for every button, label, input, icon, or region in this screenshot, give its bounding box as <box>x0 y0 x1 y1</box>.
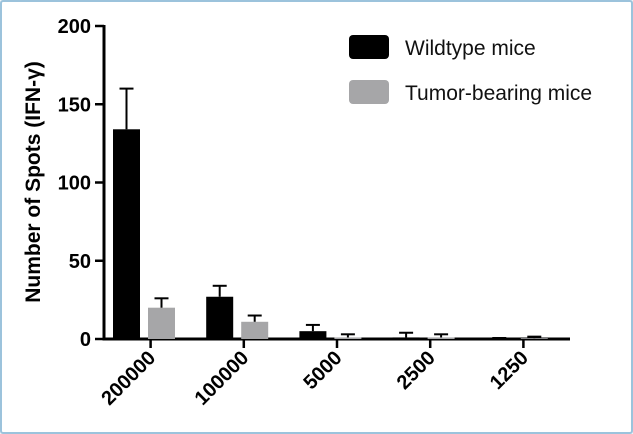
x-tick-label-2500: 2500 <box>393 347 440 394</box>
y-tick-label: 100 <box>58 173 91 195</box>
y-axis-ticks: 0 50 100 150 200 <box>58 16 104 351</box>
x-tick-label-5000: 5000 <box>300 347 347 394</box>
bar-tumor-bearing-2500 <box>427 337 455 339</box>
x-tick-label-200000: 200000 <box>97 347 160 410</box>
bar-tumor-bearing-200000 <box>148 307 175 339</box>
y-tick-label: 50 <box>69 251 91 273</box>
legend-swatch-wildtype <box>349 35 389 59</box>
legend-label-tumor-bearing: Tumor-bearing mice <box>405 82 592 105</box>
bar-wildtype-5000 <box>299 331 327 339</box>
y-tick-label: 200 <box>58 16 91 38</box>
y-tick-label: 150 <box>58 94 91 116</box>
bars <box>113 129 548 339</box>
bar-wildtype-100000 <box>206 296 234 339</box>
bar-wildtype-200000 <box>113 129 140 339</box>
bar-tumor-bearing-1250 <box>520 338 548 339</box>
bar-tumor-bearing-5000 <box>334 337 362 339</box>
y-tick-label: 0 <box>80 329 91 351</box>
y-axis-label: Number of Spots (IFN-γ) <box>22 61 45 303</box>
legend-swatch-tumor-bearing <box>349 80 389 104</box>
x-tick-label-100000: 100000 <box>191 347 254 410</box>
x-axis-ticks: 200000 100000 5000 2500 1250 <box>97 339 533 410</box>
error-bars <box>119 87 542 339</box>
legend: Wildtype mice Tumor-bearing mice <box>349 35 592 105</box>
bar-wildtype-2500 <box>392 337 420 339</box>
x-tick-label-1250: 1250 <box>486 347 533 394</box>
bar-tumor-bearing-100000 <box>241 321 269 339</box>
legend-label-wildtype: Wildtype mice <box>405 37 536 60</box>
axes <box>102 25 570 341</box>
